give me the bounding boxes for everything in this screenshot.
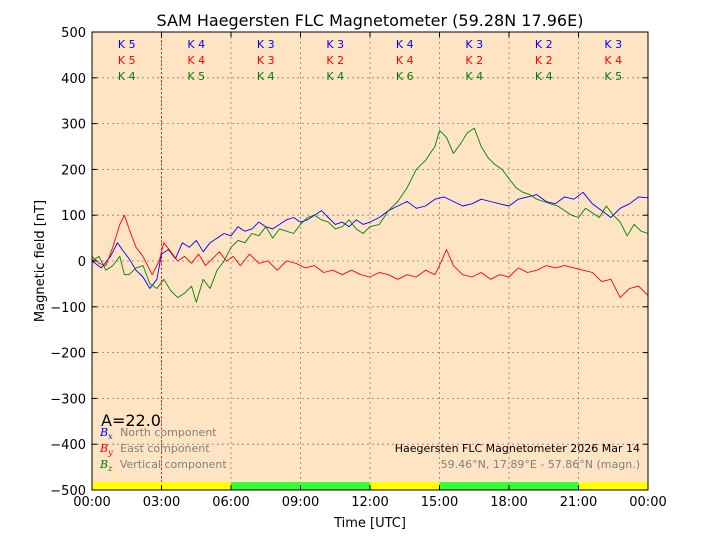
series-lines — [91, 127, 649, 303]
k-index-z: K 5 — [604, 70, 622, 83]
k-index-y: K 4 — [396, 54, 414, 67]
y-tick-label: −100 — [50, 301, 86, 316]
a-index: A=22.0 — [101, 411, 161, 430]
axis-ticks: −500 −400 −300 −200 −100 0 100 200 300 400 500 00:0… — [50, 26, 666, 510]
x-tick-label: 09:00 — [282, 495, 319, 510]
k-index-y: K 5 — [118, 54, 136, 67]
legend-east-label: East component — [120, 442, 210, 455]
day-bar-segment — [439, 482, 509, 490]
k-index-y: K 3 — [257, 54, 275, 67]
legend: Bx North component By East component Bz … — [99, 426, 227, 474]
series-east-component — [91, 214, 649, 299]
legend-north-label: North component — [120, 426, 217, 439]
x-axis-label: Time [UTC] — [333, 516, 406, 531]
legend-north-symbol: B — [99, 426, 108, 439]
day-bar-segment — [231, 482, 301, 490]
day-bar-segment — [161, 482, 231, 490]
chart-title: SAM Haegersten FLC Magnetometer (59.28N … — [157, 11, 584, 30]
k-index-y: K 2 — [326, 54, 344, 67]
y-tick-label: −300 — [50, 392, 86, 407]
legend-vertical-symbol: B — [99, 458, 108, 471]
k-index-y: K 4 — [187, 54, 205, 67]
grid — [92, 32, 648, 490]
day-bar-segment — [370, 482, 440, 490]
legend-east-sub: y — [107, 448, 113, 457]
y-tick-label: −400 — [50, 438, 86, 453]
k-index-x: K 3 — [257, 38, 275, 51]
y-tick-label: 400 — [61, 72, 86, 87]
y-tick-label: 100 — [61, 209, 86, 224]
legend-vertical: Bz Vertical component — [99, 458, 227, 474]
x-tick-label: 12:00 — [351, 495, 388, 510]
x-tick-label: 00:00 — [629, 495, 666, 510]
k-index-z: K 6 — [396, 70, 414, 83]
y-tick-label: 300 — [61, 118, 86, 133]
day-bar-segment — [509, 482, 579, 490]
k-index-x: K 3 — [604, 38, 622, 51]
y-tick-label: −200 — [50, 347, 86, 362]
k-index-z: K 4 — [535, 70, 553, 83]
series-vertical-component — [91, 127, 649, 303]
legend-north: Bx North component — [99, 426, 217, 442]
k-index-z: K 4 — [465, 70, 483, 83]
y-tick-label: 500 — [61, 26, 86, 41]
k-index-x: K 2 — [535, 38, 553, 51]
plot-area — [92, 32, 648, 490]
legend-vertical-label: Vertical component — [120, 458, 228, 471]
y-tick-label: −500 — [50, 484, 86, 499]
k-index-x: K 4 — [396, 38, 414, 51]
station-line: Haegersten FLC Magnetometer 2026 Mar 14 — [395, 442, 640, 455]
day-night-bar — [92, 482, 648, 490]
legend-vertical-sub: z — [107, 464, 113, 473]
k-index-z: K 4 — [326, 70, 344, 83]
x-tick-label: 03:00 — [143, 495, 180, 510]
k-index-z: K 4 — [118, 70, 136, 83]
x-tick-label: 18:00 — [490, 495, 527, 510]
k-index-z: K 5 — [187, 70, 205, 83]
k-index-z: K 4 — [257, 70, 275, 83]
y-tick-label: 0 — [78, 255, 86, 270]
plot-frame — [91, 31, 649, 491]
k-index-y: K 2 — [465, 54, 483, 67]
k-index-x: K 5 — [118, 38, 136, 51]
day-bar-segment — [300, 482, 370, 490]
legend-east: By East component — [99, 442, 210, 458]
k-index-x: K 3 — [465, 38, 483, 51]
k-index-y: K 4 — [604, 54, 622, 67]
y-tick-label: 200 — [61, 163, 86, 178]
day-bar-segment — [578, 482, 648, 490]
k-index-x: K 3 — [326, 38, 344, 51]
k-index-y: K 2 — [535, 54, 553, 67]
legend-east-symbol: B — [99, 442, 108, 455]
x-tick-label: 15:00 — [421, 495, 458, 510]
series-north-component — [91, 191, 649, 289]
k-index-x: K 4 — [187, 38, 205, 51]
coords-line: 59.46°N, 17.89°E - 57.86°N (magn.) — [441, 458, 640, 471]
x-tick-label: 00:00 — [73, 495, 110, 510]
day-bar-segment — [92, 482, 162, 490]
x-tick-label: 06:00 — [212, 495, 249, 510]
y-axis-label: Magnetic field [nT] — [33, 200, 48, 322]
legend-north-sub: x — [108, 432, 113, 441]
k-index-labels: K 5 K 4 K 3 K 3 K 4 K 3 K 2 K 3 K 5 K 4 K 3 K 2 K 4 K… — [118, 38, 622, 83]
x-tick-label: 21:00 — [560, 495, 597, 510]
